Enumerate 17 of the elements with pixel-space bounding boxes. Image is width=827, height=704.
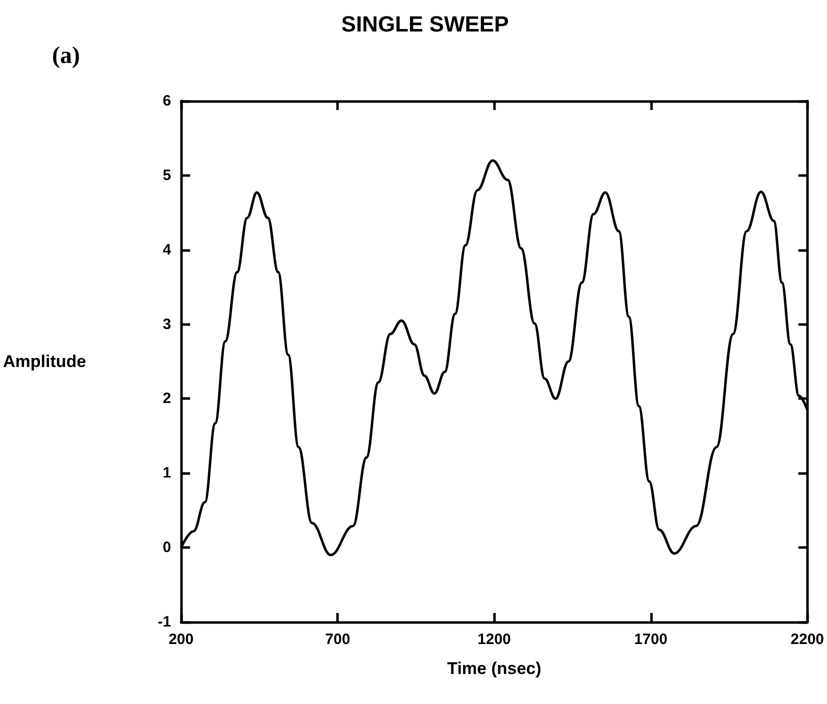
y-tick-label: 6 <box>162 92 172 110</box>
x-axis-title: Time (nsec) <box>447 659 542 678</box>
x-tick-label: 1200 <box>478 631 511 648</box>
x-tick-label: 1700 <box>634 631 668 648</box>
text: (a) <box>52 43 80 69</box>
y-tick-label: 3 <box>162 316 172 333</box>
y-tick-label: 5 <box>162 166 172 184</box>
chart-title: SINGLE SWEEP <box>341 12 509 36</box>
x-tick-label: 200 <box>168 631 194 648</box>
y-tick-label: 4 <box>162 241 172 258</box>
y-axis-title: Amplitude <box>3 352 86 371</box>
y-tick-label: 1 <box>162 464 172 482</box>
y-tick-label: -1 <box>158 614 172 630</box>
x-tick-label: 700 <box>325 631 350 648</box>
y-tick-label: 0 <box>162 539 172 556</box>
y-tick-label: 2 <box>162 390 172 408</box>
x-tick-label: 2200 <box>790 631 824 648</box>
